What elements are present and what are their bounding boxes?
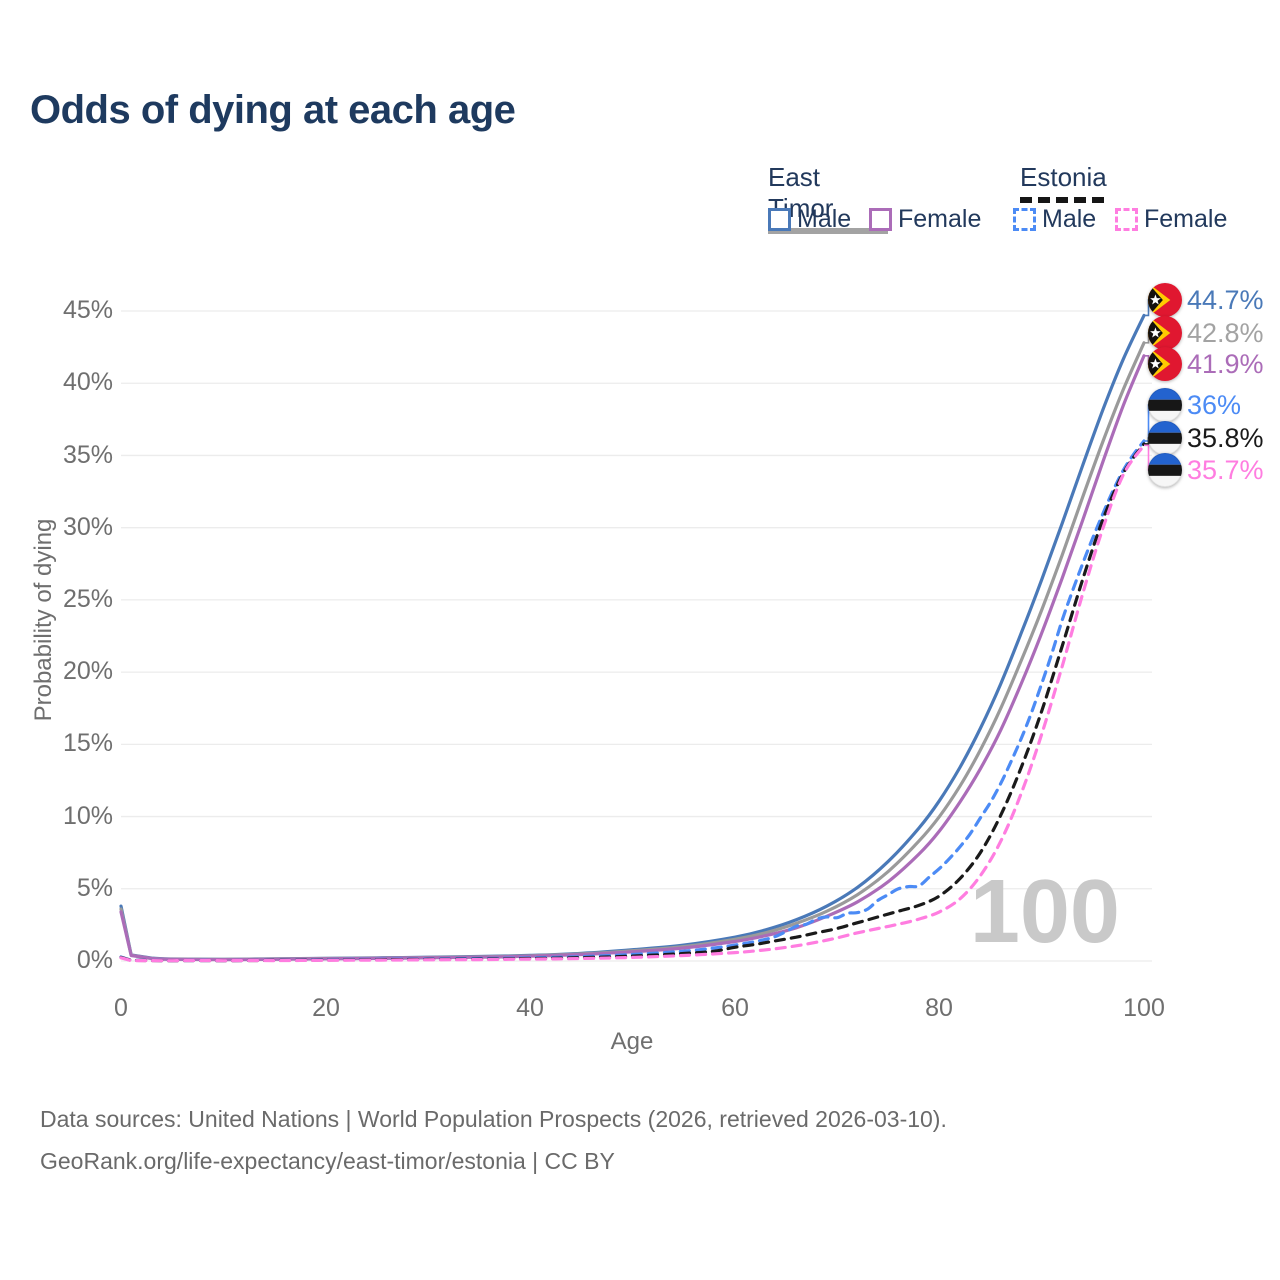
x-axis-tick: 100 (1123, 994, 1165, 1022)
legend-item-east-timor-male[interactable]: Male (768, 205, 851, 234)
legend-item-label: Female (1144, 205, 1228, 233)
y-axis-tick: 0% (76, 946, 113, 974)
legend-item-east-timor-female[interactable]: Female (869, 205, 981, 234)
legend-group-estonia[interactable]: Estonia (1020, 162, 1107, 203)
series-line-estonia-female[interactable] (119, 443, 1146, 963)
series-line-estonia-both-sexes[interactable] (119, 442, 1146, 963)
end-label-value: 41.9% (1187, 348, 1264, 379)
y-axis-tick: 20% (62, 657, 113, 685)
x-axis-tick: 40 (516, 994, 544, 1022)
series-curves (119, 313, 1146, 963)
dashed-female-swatch-icon (1115, 208, 1138, 231)
solid-female-swatch-icon (869, 208, 892, 231)
y-axis-tick: 15% (62, 729, 113, 757)
legend-group-east-timor[interactable]: East Timor (768, 162, 888, 234)
x-axis-tick: 0 (114, 994, 128, 1022)
east-timor-flag-icon (1148, 283, 1182, 317)
end-label-value: 44.7% (1187, 284, 1264, 315)
estonia-flag-icon (1148, 388, 1182, 422)
data-sources-text: Data sources: United Nations | World Pop… (40, 1106, 947, 1132)
legend-item-label: Male (797, 205, 852, 233)
x-axis-tick: 80 (925, 994, 953, 1022)
page-title: Odds of dying at each age (30, 88, 516, 132)
end-label-value: 35.8% (1187, 422, 1264, 453)
legend-item-label: Female (898, 205, 982, 233)
end-label-estonia-male: 36% (1148, 388, 1241, 422)
legend-item-label: Male (1042, 205, 1097, 233)
end-label-east-timor-male: 44.7% (1148, 283, 1264, 317)
legend-item-estonia-female[interactable]: Female (1115, 205, 1227, 234)
solid-male-swatch-icon (768, 208, 791, 231)
y-axis-tick: 10% (62, 802, 113, 830)
east-timor-flag-icon (1148, 347, 1182, 381)
legend-item-estonia-male[interactable]: Male (1013, 205, 1096, 234)
estonia-flag-icon (1148, 453, 1182, 487)
series-line-estonia-male[interactable] (119, 439, 1146, 963)
end-label-value: 36% (1187, 389, 1242, 420)
y-axis-tick: 25% (62, 585, 113, 613)
y-axis-tick: 40% (62, 368, 113, 396)
age-watermark: 100 (970, 862, 1120, 962)
gridlines (121, 310, 1152, 962)
end-label-value: 35.7% (1187, 454, 1264, 485)
end-label-estonia-female: 35.7% (1148, 453, 1264, 487)
x-axis-tick: 60 (721, 994, 749, 1022)
end-label-value: 42.8% (1187, 317, 1264, 348)
end-label-east-timor-both: 42.8% (1148, 316, 1264, 350)
y-axis-tick: 35% (62, 441, 113, 469)
source-link[interactable]: GeoRank.org/life-expectancy/east-timor/e… (40, 1148, 615, 1174)
y-axis-tick: 45% (62, 296, 113, 324)
x-axis-tick: 20 (312, 994, 340, 1022)
east-timor-flag-icon (1148, 316, 1182, 350)
y-axis-tick: 30% (62, 513, 113, 541)
y-axis-tick: 5% (76, 874, 113, 902)
estonia-flag-icon (1148, 421, 1182, 455)
end-label-east-timor-female: 41.9% (1148, 347, 1264, 381)
x-axis-title: Age (610, 1028, 654, 1055)
end-label-estonia-both: 35.8% (1148, 421, 1264, 455)
dashed-male-swatch-icon (1013, 208, 1036, 231)
